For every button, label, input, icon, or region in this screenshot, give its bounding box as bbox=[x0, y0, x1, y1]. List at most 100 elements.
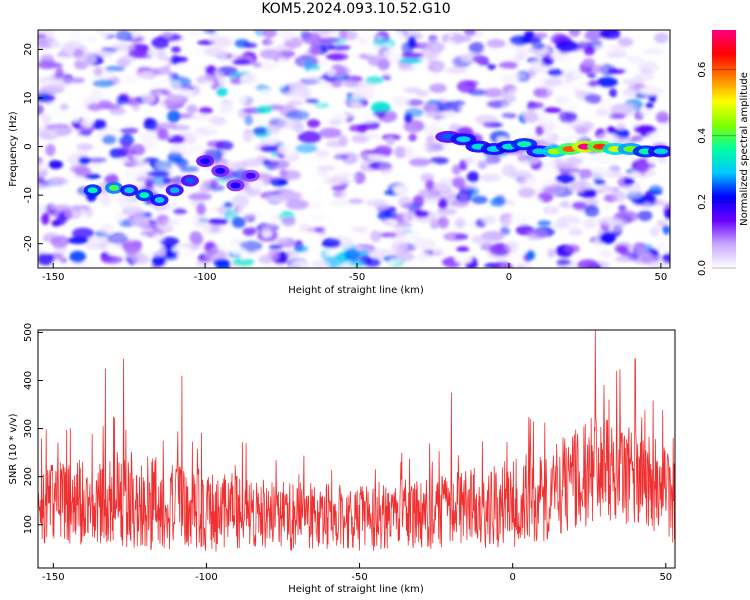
spectrogram-noise-blob bbox=[344, 248, 361, 262]
x-tick-label: 50 bbox=[659, 572, 672, 583]
spectrogram-noise-blob bbox=[650, 248, 659, 256]
spectrogram-noise bbox=[38, 30, 670, 268]
spectrogram-noise-blob bbox=[501, 101, 513, 115]
spectrogram-noise-blob bbox=[577, 259, 599, 268]
spectrogram-noise-blob bbox=[341, 110, 357, 118]
spectrogram-noise-blob bbox=[230, 161, 248, 170]
spectrogram-noise-blob bbox=[187, 192, 212, 201]
spectrogram-noise-blob bbox=[351, 226, 368, 233]
y-tick-label: 200 bbox=[23, 467, 34, 486]
spectrogram-noise-blob bbox=[365, 199, 388, 207]
spectrogram-noise-blob bbox=[45, 143, 56, 157]
spectrogram-noise-blob bbox=[402, 211, 416, 224]
spectrogram-noise-blob bbox=[278, 30, 295, 41]
spectrogram-noise-blob bbox=[629, 172, 642, 178]
spectrogram-noise-blob bbox=[584, 204, 600, 218]
spectrogram-noise-blob bbox=[338, 30, 348, 40]
spectrogram-noise-blob bbox=[143, 118, 158, 131]
spectrogram-noise-blob bbox=[437, 216, 449, 229]
spectrogram-ridge-core bbox=[154, 197, 165, 203]
spectrogram-noise-blob bbox=[267, 249, 280, 261]
spectrogram-noise-blob bbox=[162, 219, 180, 226]
spectrogram-noise-blob bbox=[119, 127, 139, 135]
spectrogram-noise-blob bbox=[486, 64, 497, 70]
spectrogram-ridge-core bbox=[245, 172, 256, 179]
spectrogram-noise-blob bbox=[583, 46, 596, 56]
spectrogram-noise-blob bbox=[608, 222, 625, 231]
spectrogram-noise-blob bbox=[74, 166, 92, 177]
spectrogram-noise-blob bbox=[404, 108, 424, 118]
spectrogram-noise-blob bbox=[383, 49, 400, 59]
spectrogram-noise-blob bbox=[504, 240, 519, 253]
spectrogram-noise-blob bbox=[656, 92, 670, 101]
spectrogram-ridge-core bbox=[200, 158, 211, 165]
x-tick-label: -50 bbox=[349, 272, 365, 283]
y-tick-label: 0 bbox=[23, 143, 34, 149]
x-tick-label: 0 bbox=[510, 572, 516, 583]
spectrogram-noise-blob bbox=[153, 75, 163, 83]
spectrogram-noise-blob bbox=[281, 216, 296, 227]
spectrogram-noise-blob bbox=[69, 30, 81, 41]
x-tick-label: 0 bbox=[506, 272, 512, 283]
spectrogram-noise-blob bbox=[277, 144, 298, 156]
spectrogram-noise-blob bbox=[454, 253, 473, 264]
spectrogram-noise-blob bbox=[649, 226, 660, 237]
spectrogram-noise-blob bbox=[595, 108, 610, 117]
spectrogram-noise-blob bbox=[253, 126, 267, 136]
spectrogram-noise-blob bbox=[199, 184, 211, 194]
spectrogram-noise-blob bbox=[393, 99, 409, 107]
spectrogram-noise-blob bbox=[48, 160, 63, 170]
spectrogram-noise-blob bbox=[586, 72, 597, 79]
spectrogram-noise-blob bbox=[501, 112, 517, 119]
spectrogram-noise-blob bbox=[440, 110, 457, 118]
spectrogram-noise-blob bbox=[556, 259, 572, 266]
spectrogram-noise-blob bbox=[54, 67, 64, 80]
y-tick-label: -10 bbox=[23, 187, 34, 203]
spectrogram-noise-blob bbox=[157, 128, 169, 141]
spectrogram-noise-blob bbox=[333, 153, 349, 160]
spectrogram-noise-blob bbox=[410, 123, 420, 131]
spectrogram-noise-blob bbox=[361, 30, 378, 39]
spectrogram-ridge bbox=[83, 130, 670, 206]
spectrogram-noise-blob bbox=[440, 70, 450, 78]
spectrogram-ridge-core bbox=[139, 192, 150, 199]
spectrogram-noise-blob bbox=[192, 212, 209, 226]
spectrogram-noise-blob bbox=[121, 206, 145, 217]
spectrogram-noise-blob bbox=[331, 185, 346, 192]
spectrogram-noise-blob bbox=[547, 68, 563, 77]
spectrogram-noise-blob bbox=[136, 175, 157, 184]
spectrogram-ridge-core bbox=[215, 167, 226, 174]
spectrogram-noise-blob bbox=[311, 230, 322, 243]
spectrogram-noise-blob bbox=[314, 227, 325, 233]
spectrogram-noise-blob bbox=[382, 218, 398, 228]
spectrogram-noise-blob bbox=[616, 122, 626, 130]
spectrogram-noise-blob bbox=[528, 102, 545, 109]
spectrogram-noise-blob bbox=[656, 241, 670, 253]
spectrogram-noise-blob bbox=[140, 71, 152, 79]
spectrogram-noise-blob bbox=[366, 191, 381, 198]
spectrogram-noise-blob bbox=[509, 101, 526, 111]
spectrogram-noise-blob bbox=[645, 102, 654, 110]
spectrogram-noise-blob bbox=[365, 76, 384, 85]
spectrogram-noise-blob bbox=[267, 125, 281, 135]
spectrogram-noise-blob bbox=[464, 64, 488, 77]
spectrogram-noise-blob bbox=[486, 38, 506, 48]
spectrogram-noise-blob bbox=[550, 50, 564, 61]
spectrogram-noise-blob bbox=[99, 168, 113, 176]
spectrogram-noise-blob bbox=[312, 30, 337, 35]
spectrogram-noise-blob bbox=[262, 30, 277, 39]
spectrogram-noise-blob bbox=[50, 235, 69, 249]
spectrogram-noise-blob bbox=[230, 77, 243, 85]
spectrogram-noise-blob bbox=[491, 261, 514, 268]
spectrogram-noise-blob bbox=[277, 251, 289, 263]
spectrogram-noise-blob bbox=[77, 106, 88, 116]
spectrogram-noise-blob bbox=[355, 116, 378, 123]
spectrogram-noise-blob bbox=[397, 65, 416, 72]
spectrogram-noise-blob bbox=[139, 131, 162, 144]
spectrogram-noise-blob bbox=[624, 177, 635, 186]
spectrogram-noise-blob bbox=[544, 257, 554, 264]
spectrogram-noise-blob bbox=[205, 121, 216, 133]
spectrogram-noise-blob bbox=[547, 248, 556, 258]
spectrogram-noise-blob bbox=[552, 222, 569, 230]
spectrogram-noise-blob bbox=[131, 215, 149, 229]
